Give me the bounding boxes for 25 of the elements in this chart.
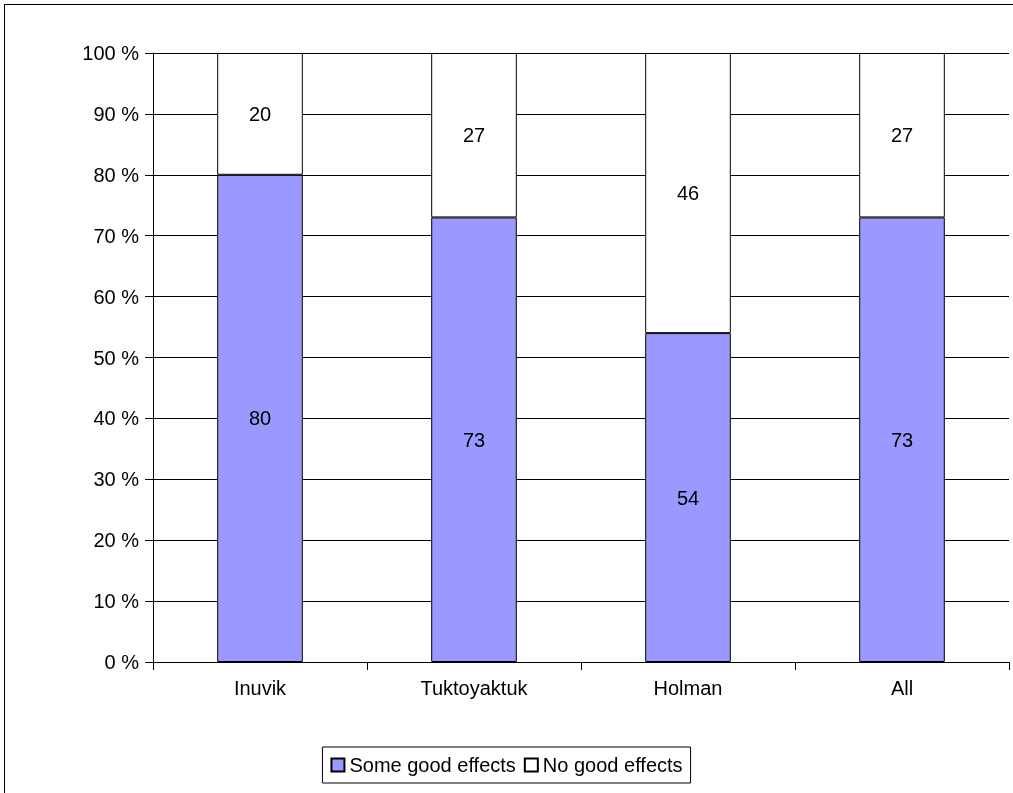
x-tick-label: Holman: [653, 677, 723, 699]
x-tick-label: Tuktoyaktuk: [420, 677, 529, 699]
legend-label: No good effects: [542, 754, 683, 776]
y-tick-label: 20 %: [93, 529, 140, 552]
data-label: 46: [676, 182, 700, 205]
data-label: 20: [248, 102, 272, 125]
y-tick-label: 40 %: [93, 407, 140, 430]
y-tick-label: 80 %: [93, 163, 140, 186]
y-tick-label: 0 %: [104, 651, 140, 673]
y-tick-label: 30 %: [93, 468, 140, 491]
data-label: 73: [462, 428, 486, 451]
x-tick-label: All: [890, 677, 914, 699]
y-tick-label: 50 %: [93, 346, 140, 369]
y-tick-label: 70 %: [93, 224, 140, 247]
x-tick-label: Inuvik: [233, 677, 288, 699]
y-tick-label: 90 %: [93, 102, 140, 125]
data-label: 27: [890, 124, 914, 147]
data-label: 73: [890, 428, 914, 451]
y-tick-label: 10 %: [93, 590, 140, 613]
legend-label: Some good effects: [349, 754, 516, 776]
data-label: 54: [676, 486, 700, 509]
data-label: 80: [248, 407, 272, 430]
y-tick-label: 60 %: [93, 285, 140, 308]
y-tick-label: 100 %: [82, 42, 140, 64]
data-label: 27: [462, 124, 486, 147]
